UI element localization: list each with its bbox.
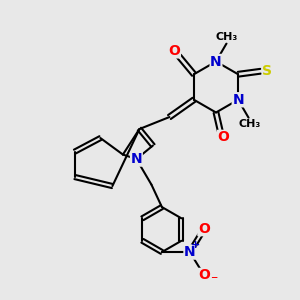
Text: O: O [218, 130, 230, 144]
Text: N: N [232, 93, 244, 107]
Text: S: S [262, 64, 272, 78]
Text: N: N [130, 152, 142, 166]
Text: O: O [198, 222, 210, 236]
Text: CH₃: CH₃ [238, 119, 260, 129]
Text: N: N [184, 245, 196, 259]
Text: O: O [198, 268, 210, 283]
Text: +: + [191, 241, 200, 250]
Text: ⁻: ⁻ [210, 273, 217, 287]
Text: O: O [169, 44, 180, 58]
Text: N: N [210, 55, 222, 68]
Text: CH₃: CH₃ [216, 32, 238, 42]
